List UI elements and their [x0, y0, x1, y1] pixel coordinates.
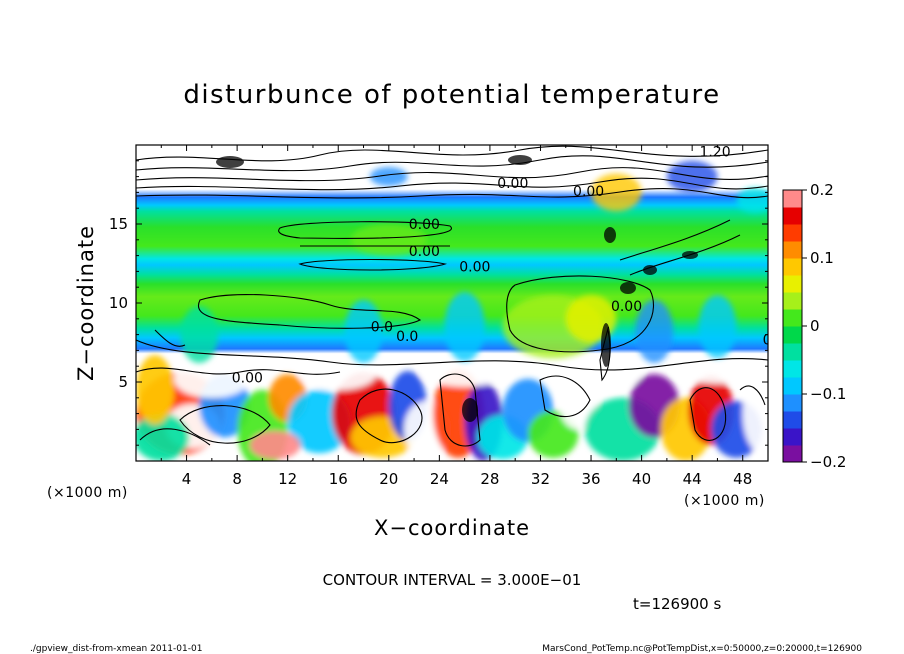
- footer-right: MarsCond_PotTemp.nc@PotTempDist,x=0:5000…: [542, 644, 862, 654]
- contour-clump: [620, 282, 636, 294]
- contour-clump: [682, 251, 698, 259]
- contour-line: [197, 294, 422, 329]
- contour-line: [139, 428, 211, 446]
- colorbar-swatch: [783, 224, 802, 242]
- contour-label-layer: 0.00 0.00 0.00 0.00 0.00.0 0.00 0.00 0.00 0.00 1.…: [232, 144, 794, 386]
- colorbar-swatch: [783, 360, 802, 378]
- contour-line: [136, 367, 341, 375]
- colorbar: [782, 189, 803, 463]
- x-unit-label: (×1000 m): [684, 493, 765, 509]
- colorbar-swatch: [783, 394, 802, 412]
- colorbar-swatch: [783, 377, 802, 395]
- colorbar-swatch: [783, 326, 802, 344]
- colorbar-swatch: [783, 241, 802, 259]
- contour-clump: [601, 323, 611, 367]
- contour-interval-label: CONTOUR INTERVAL = 3.000E−01: [323, 571, 582, 589]
- contour-line: [136, 167, 768, 182]
- contour-line: [298, 258, 448, 271]
- y-tick-label: 15: [109, 215, 128, 233]
- contour-clump: [643, 265, 657, 275]
- contour-clump: [604, 227, 616, 243]
- contour-line: [355, 388, 423, 444]
- contour-line: [689, 387, 727, 441]
- x-axis-label: X−coordinate: [374, 516, 530, 540]
- turbulent-layer: [136, 355, 768, 461]
- contour-line: [136, 339, 768, 371]
- x-tick-label: 32: [531, 470, 550, 488]
- colorbar-swatch: [783, 343, 802, 361]
- colorbar-swatch: [783, 207, 802, 225]
- x-tick-label: 24: [430, 470, 449, 488]
- contour-label: 0.00: [459, 260, 490, 276]
- contour-label: 0.00: [232, 370, 263, 386]
- contour-line: [136, 188, 768, 199]
- contour-label: 0.0: [371, 320, 393, 336]
- colorbar-tick-label: 0.2: [810, 181, 834, 199]
- contour-line: [629, 234, 741, 276]
- x-tick-label: 16: [329, 470, 348, 488]
- x-tick-label: 44: [683, 470, 702, 488]
- z-unit-label: (×1000 m): [47, 485, 128, 501]
- contour-line: [539, 375, 591, 418]
- contour-line: [136, 155, 768, 172]
- contour-label: 0.00: [611, 299, 642, 315]
- x-axis-ticks: 4 8 12 16 20 24 28 32 36 40 44 48: [160, 145, 752, 488]
- x-tick-label: 12: [278, 470, 297, 488]
- y-tick-label: 5: [118, 373, 128, 391]
- contour-label: 0.00: [763, 332, 794, 348]
- y-axis-ticks: 5 10 15: [109, 160, 768, 446]
- contour-line: [619, 219, 731, 261]
- y-axis-label: Z−coordinate: [74, 225, 98, 381]
- contour-clump: [216, 156, 244, 168]
- contour-label: 0.00: [497, 176, 528, 192]
- contour-label: 1.20: [699, 144, 730, 160]
- colorbar-swatch: [783, 292, 802, 310]
- contour-clump: [462, 398, 478, 422]
- contour-line: [136, 177, 768, 191]
- chart-title: disturbunce of potential temperature: [183, 80, 720, 110]
- contour-line: [739, 385, 766, 406]
- colorbar-swatch: [783, 275, 802, 293]
- colorbar-tick-label: 0.1: [810, 249, 834, 267]
- colorbar-swatch: [783, 411, 802, 429]
- contour-layer: [136, 145, 768, 447]
- x-tick-label: 36: [581, 470, 600, 488]
- footer-left: ./gpview_dist-from-xmean 2011-01-01: [30, 644, 202, 654]
- x-tick-label: 28: [480, 470, 499, 488]
- contour-line: [154, 329, 186, 347]
- y-tick-label: 10: [109, 294, 128, 312]
- contour-label: 0.0: [396, 329, 418, 345]
- colorbar-swatch: [783, 309, 802, 327]
- colorbar-tick-label: −0.2: [810, 453, 846, 471]
- contour-clump: [508, 155, 532, 165]
- contour-label: 0.00: [409, 244, 440, 260]
- colorbar-swatch: [783, 190, 802, 208]
- x-tick-label: 48: [733, 470, 752, 488]
- x-tick-label: 8: [232, 470, 242, 488]
- contour-line: [179, 405, 271, 444]
- contour-line: [506, 275, 654, 353]
- colorbar-swatch: [783, 428, 802, 446]
- contour-line: [278, 221, 452, 239]
- colorbar-ticks: 0.2 0.1 0 −0.1 −0.2: [802, 181, 846, 471]
- field-layer: [136, 145, 768, 461]
- time-label: t=126900 s: [633, 595, 721, 613]
- colorbar-tick-label: −0.1: [810, 385, 846, 403]
- contour-line: [439, 373, 481, 447]
- colorbar-swatch: [783, 445, 802, 463]
- x-tick-label: 20: [379, 470, 398, 488]
- contour-label: 0.00: [409, 217, 440, 233]
- colorbar-tick-label: 0: [810, 317, 820, 335]
- x-tick-label: 4: [182, 470, 192, 488]
- x-tick-label: 40: [632, 470, 651, 488]
- colorbar-swatch: [783, 258, 802, 276]
- contour-label: 0.00: [573, 184, 604, 200]
